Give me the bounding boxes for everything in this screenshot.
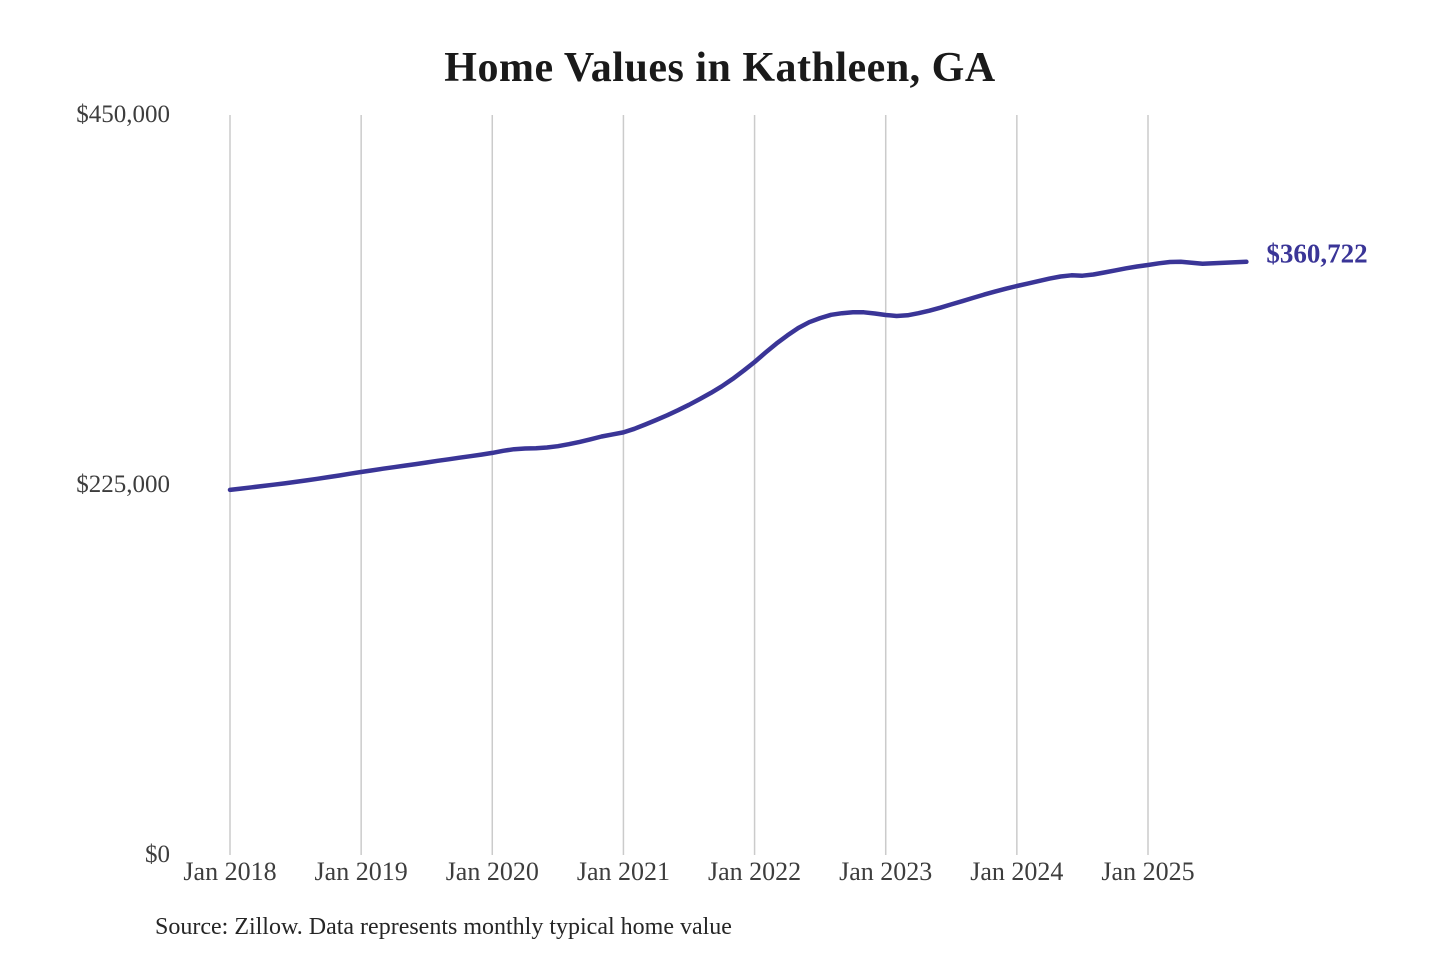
x-axis-tick-label: Jan 2020 [445, 857, 539, 886]
y-axis-tick-label: $0 [145, 841, 170, 868]
x-axis-tick-label: Jan 2025 [1101, 857, 1195, 886]
x-axis-tick-label: Jan 2021 [576, 857, 670, 886]
home-value-line [227, 259, 1249, 493]
x-axis-tick-label: Jan 2022 [707, 857, 802, 886]
y-axis-tick-label: $225,000 [76, 471, 170, 498]
x-axis-tick-label: Jan 2023 [839, 857, 933, 886]
x-axis-tick-label: Jan 2024 [970, 857, 1064, 886]
source-note: Source: Zillow. Data represents monthly … [155, 914, 732, 940]
current-value-label: $360,722 [1266, 238, 1368, 269]
chart-title: Home Values in Kathleen, GA [444, 45, 996, 91]
x-axis-tick-label: Jan 2019 [314, 857, 408, 886]
x-axis-tick-label: Jan 2018 [183, 857, 277, 886]
y-axis-tick-label: $450,000 [76, 101, 170, 128]
gridlines [229, 115, 1149, 855]
